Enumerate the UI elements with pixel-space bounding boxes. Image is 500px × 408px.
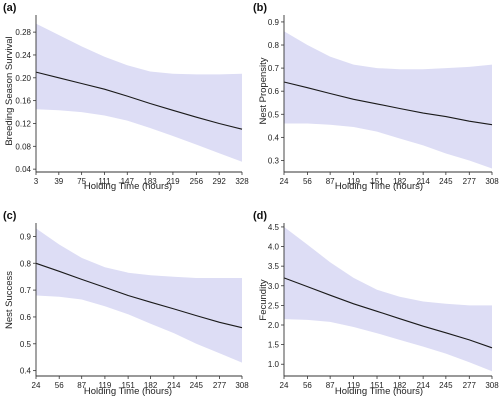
x-tick-label: 147 bbox=[121, 177, 135, 186]
x-tick-label: 87 bbox=[326, 381, 335, 390]
x-tick-label: 151 bbox=[121, 381, 135, 390]
y-tick-label: 0.8 bbox=[268, 41, 280, 50]
panel-label: (a) bbox=[3, 2, 17, 14]
x-tick-label: 277 bbox=[463, 381, 477, 390]
x-axis-title: Holding Time (hours) bbox=[84, 181, 172, 192]
y-tick-label: 1.5 bbox=[268, 341, 280, 350]
confidence-band bbox=[36, 23, 242, 162]
y-tick-label: 0.04 bbox=[15, 165, 31, 174]
x-tick-label: 245 bbox=[190, 381, 204, 390]
y-tick-label: 0.7 bbox=[268, 64, 280, 73]
y-tick-label: 0.8 bbox=[20, 259, 32, 268]
x-tick-label: 219 bbox=[166, 177, 180, 186]
y-tick-label: 0.28 bbox=[15, 28, 31, 37]
x-tick-label: 245 bbox=[439, 177, 453, 186]
x-tick-label: 308 bbox=[235, 381, 249, 390]
y-axis-title: Fecundity bbox=[258, 279, 269, 320]
y-tick-label: 0.08 bbox=[15, 142, 31, 151]
y-tick-label: 0.12 bbox=[15, 119, 31, 128]
y-tick-label: 2.5 bbox=[268, 301, 280, 310]
y-tick-label: 0.16 bbox=[15, 97, 31, 106]
x-tick-label: 87 bbox=[326, 177, 335, 186]
confidence-band bbox=[36, 228, 242, 363]
x-tick-label: 308 bbox=[485, 381, 499, 390]
y-tick-label: 4.5 bbox=[268, 223, 280, 232]
y-tick-label: 0.5 bbox=[268, 110, 280, 119]
y-axis-title: Breeding Season Survival bbox=[4, 36, 15, 145]
y-axis-title: Nest Success bbox=[4, 271, 15, 329]
x-tick-label: 39 bbox=[54, 177, 63, 186]
x-tick-label: 277 bbox=[213, 381, 227, 390]
x-tick-label: 87 bbox=[77, 381, 86, 390]
x-tick-label: 119 bbox=[347, 177, 360, 186]
y-tick-label: 2.0 bbox=[268, 321, 280, 330]
fitted-line bbox=[35, 262, 243, 329]
y-tick-label: 0.4 bbox=[20, 367, 32, 376]
x-tick-label: 183 bbox=[143, 177, 157, 186]
chart-panel: 1.0 1.5 2.0 2.5 3.0 3.5 4.0 4.5 24 56 87 119 151 182 2… bbox=[253, 210, 499, 397]
chart-panel: 0.3 0.4 0.5 0.6 0.7 0.8 0.9 24 56 87 119 151 182 214 2… bbox=[253, 2, 499, 192]
y-tick-label: 0.5 bbox=[20, 340, 32, 349]
x-tick-label: 24 bbox=[280, 381, 289, 390]
y-tick-label: 1.0 bbox=[268, 360, 280, 369]
fitted-line bbox=[35, 71, 243, 130]
x-axis-title: Holding Time (hours) bbox=[335, 386, 423, 397]
x-tick-label: 214 bbox=[416, 177, 430, 186]
panel-label: (b) bbox=[253, 2, 267, 14]
y-tick-label: 4.0 bbox=[268, 243, 280, 252]
x-tick-label: 151 bbox=[370, 381, 384, 390]
x-tick-label: 328 bbox=[235, 177, 249, 186]
panel-label: (c) bbox=[3, 210, 17, 222]
chart-panel: 0.4 0.5 0.6 0.7 0.8 0.9 24 56 87 119 151 182 214 245 2… bbox=[3, 210, 249, 397]
y-tick-label: 0.9 bbox=[20, 232, 32, 241]
x-tick-label: 119 bbox=[99, 381, 112, 390]
y-tick-label: 0.24 bbox=[15, 51, 31, 60]
panel-label: (d) bbox=[253, 210, 267, 222]
x-axis-title: Holding Time (hours) bbox=[84, 386, 172, 397]
x-tick-label: 111 bbox=[98, 177, 111, 186]
confidence-band bbox=[284, 226, 492, 372]
x-tick-label: 24 bbox=[32, 381, 41, 390]
x-axis-title: Holding Time (hours) bbox=[335, 181, 423, 192]
y-axis-title: Nest Propensity bbox=[258, 57, 269, 124]
y-tick-label: 0.6 bbox=[20, 313, 32, 322]
x-tick-label: 75 bbox=[77, 177, 86, 186]
y-tick-label: 0.6 bbox=[268, 87, 280, 96]
y-tick-label: 3.5 bbox=[268, 262, 280, 271]
y-tick-label: 3.0 bbox=[268, 282, 280, 291]
x-tick-label: 56 bbox=[303, 381, 312, 390]
x-tick-label: 119 bbox=[347, 381, 360, 390]
x-tick-label: 214 bbox=[416, 381, 430, 390]
x-tick-label: 245 bbox=[439, 381, 453, 390]
y-tick-label: 0.20 bbox=[15, 74, 31, 83]
x-tick-label: 151 bbox=[370, 177, 384, 186]
x-tick-label: 182 bbox=[144, 381, 158, 390]
fitted-line bbox=[283, 81, 493, 126]
x-tick-label: 24 bbox=[280, 177, 289, 186]
x-tick-label: 3 bbox=[34, 177, 39, 186]
x-tick-label: 56 bbox=[303, 177, 312, 186]
x-tick-label: 292 bbox=[213, 177, 227, 186]
y-tick-label: 0.7 bbox=[20, 286, 32, 295]
fitted-line bbox=[283, 277, 493, 349]
chart-panel: 0.04 0.08 0.12 0.16 0.20 0.24 0.28 3 39 75 111 147 1… bbox=[3, 2, 249, 192]
x-tick-label: 182 bbox=[393, 381, 407, 390]
x-tick-label: 214 bbox=[167, 381, 181, 390]
y-tick-label: 0.4 bbox=[268, 133, 280, 142]
y-tick-label: 0.9 bbox=[268, 18, 280, 27]
x-tick-label: 308 bbox=[485, 177, 499, 186]
y-tick-label: 0.3 bbox=[268, 156, 280, 165]
x-tick-label: 256 bbox=[190, 177, 204, 186]
confidence-band bbox=[284, 31, 492, 169]
x-tick-label: 56 bbox=[55, 381, 64, 390]
x-tick-label: 182 bbox=[393, 177, 407, 186]
x-tick-label: 277 bbox=[463, 177, 477, 186]
